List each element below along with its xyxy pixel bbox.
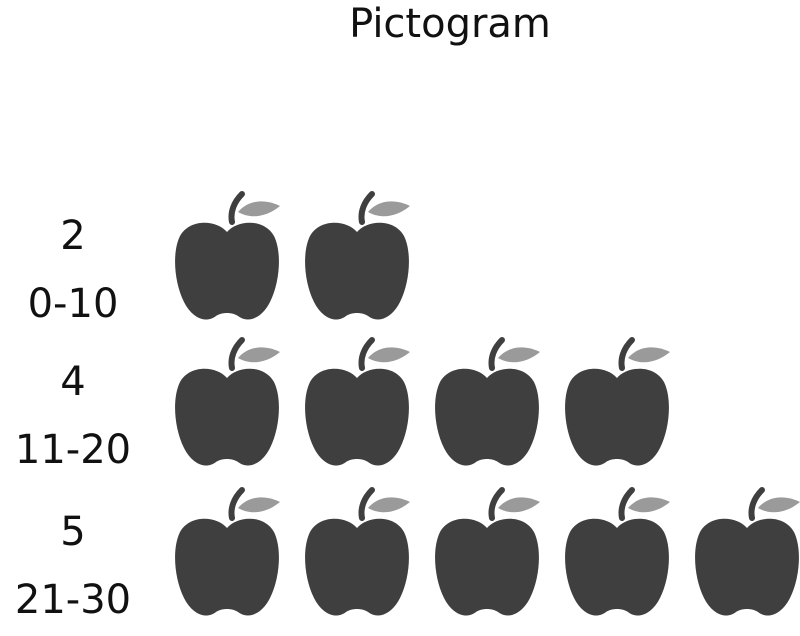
apple-icon	[432, 486, 542, 626]
pictogram-row: 4 11-20	[0, 336, 800, 486]
apple-icon	[172, 190, 282, 330]
row-count-label: 2	[60, 213, 86, 259]
row-count-label: 4	[60, 359, 86, 405]
apple-icon	[172, 486, 282, 626]
pictogram-row: 2 0-10	[0, 190, 800, 340]
row-range-label: 0-10	[27, 281, 119, 327]
pictogram-row: 5 21-30	[0, 486, 800, 636]
chart-title: Pictogram	[349, 1, 551, 47]
row-range-label: 21-30	[14, 577, 132, 623]
apple-icon	[172, 336, 282, 476]
row-range-label: 11-20	[14, 427, 132, 473]
apple-icon	[302, 336, 412, 476]
apple-icon	[692, 486, 800, 626]
apple-icon	[562, 336, 672, 476]
row-count-label: 5	[60, 509, 86, 555]
apple-icon	[562, 486, 672, 626]
apple-icon	[432, 336, 542, 476]
apple-icon	[302, 486, 412, 626]
apple-icon	[302, 190, 412, 330]
